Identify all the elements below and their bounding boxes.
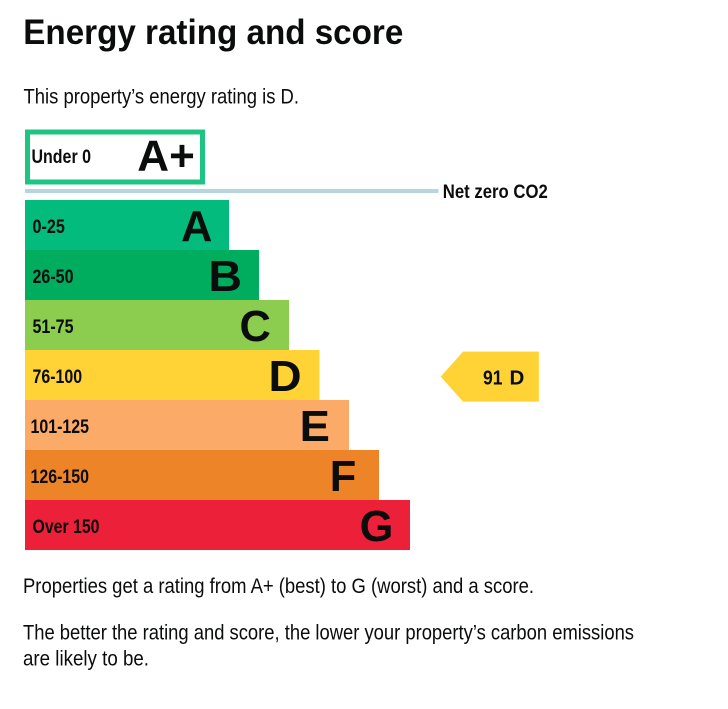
svg-text:Net zero CO2: Net zero CO2: [443, 181, 548, 203]
svg-text:Under 0: Under 0: [32, 146, 92, 168]
svg-text:Properties get a rating from A: Properties get a rating from A+ (best) t…: [23, 574, 534, 598]
svg-text:C: C: [240, 303, 271, 351]
svg-text:are likely to be.: are likely to be.: [23, 647, 149, 671]
svg-text:Energy rating and score: Energy rating and score: [23, 12, 403, 52]
svg-text:F: F: [330, 453, 357, 501]
svg-text:91: 91: [483, 367, 503, 390]
svg-text:76-100: 76-100: [33, 366, 83, 388]
svg-text:D: D: [269, 353, 302, 401]
svg-text:The better the rating and scor: The better the rating and score, the low…: [23, 621, 634, 645]
svg-text:A+: A+: [137, 132, 195, 180]
svg-text:Over 150: Over 150: [33, 516, 100, 538]
svg-text:26-50: 26-50: [33, 266, 74, 288]
svg-text:0-25: 0-25: [33, 216, 65, 238]
svg-text:51-75: 51-75: [33, 316, 74, 338]
svg-text:126-150: 126-150: [31, 466, 90, 488]
svg-text:E: E: [300, 403, 330, 451]
svg-text:G: G: [360, 503, 394, 551]
svg-text:101-125: 101-125: [31, 416, 90, 438]
svg-text:D: D: [509, 367, 524, 390]
svg-text:A: A: [181, 203, 212, 251]
svg-text:This property’s energy rating: This property’s energy rating is D.: [24, 85, 300, 109]
svg-text:B: B: [208, 253, 242, 301]
